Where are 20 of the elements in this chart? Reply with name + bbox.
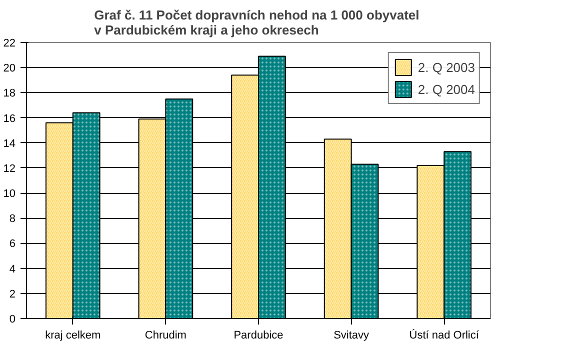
y-tick-label: 16 bbox=[3, 112, 16, 125]
legend-label: 2. Q 2003 bbox=[418, 60, 475, 74]
y-tick-label: 12 bbox=[3, 162, 16, 175]
x-tick-label: kraj celkem bbox=[45, 330, 101, 342]
x-tick-label: Svitavy bbox=[334, 330, 370, 342]
y-tick-label: 22 bbox=[3, 38, 16, 50]
y-tick-label: 0 bbox=[9, 314, 16, 326]
y-tick-label: 6 bbox=[9, 238, 16, 250]
legend-label: 2. Q 2004 bbox=[418, 82, 475, 96]
y-tick-label: 18 bbox=[3, 88, 16, 100]
x-tick-label: Chrudim bbox=[144, 330, 186, 342]
y-tick-label: 8 bbox=[9, 213, 16, 226]
y-tick-label: 14 bbox=[3, 138, 16, 150]
x-tick-label: Ústí nad Orlicí bbox=[409, 328, 480, 342]
y-tick-label: 10 bbox=[3, 188, 16, 200]
y-tick-label: 4 bbox=[9, 263, 16, 276]
y-tick-label: 20 bbox=[3, 62, 16, 75]
chart-title: Graf č. 11 Počet dopravních nehod na 1 000 obyvatel v Pardubickém kraji a jeho okresech bbox=[94, 8, 420, 38]
x-tick-label: Pardubice bbox=[234, 330, 284, 342]
y-tick-label: 2 bbox=[9, 288, 16, 300]
